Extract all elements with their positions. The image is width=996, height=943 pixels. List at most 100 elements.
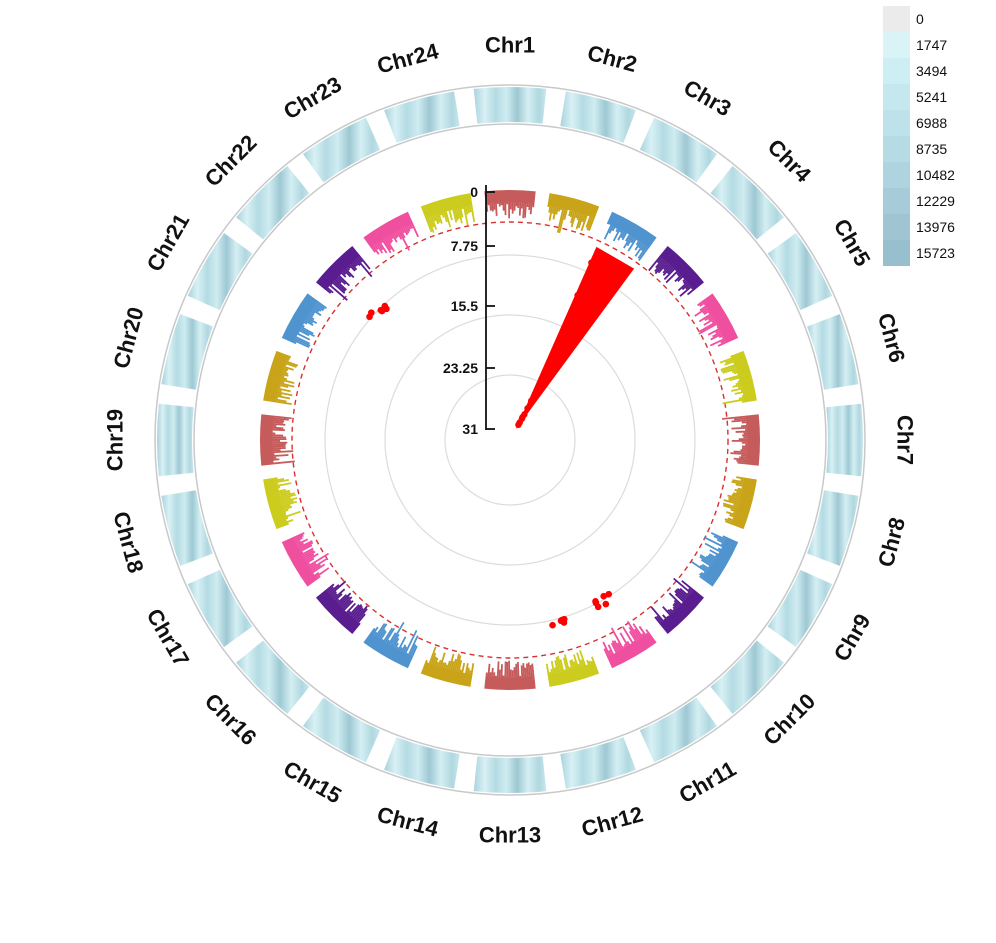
band-spike [271, 430, 273, 433]
band-spike [721, 335, 726, 339]
chromosome-label-chr20: Chr20 [108, 304, 148, 371]
band-spike [720, 363, 737, 371]
band-spike [405, 652, 409, 656]
band-spike [587, 214, 590, 217]
chromosome-label-chr21: Chr21 [142, 209, 195, 276]
band-spike [662, 606, 672, 617]
band-spike [668, 592, 683, 606]
band-base-chr15 [363, 632, 413, 669]
band-spike [410, 222, 419, 238]
band-spike [331, 593, 338, 600]
band-spike [607, 644, 615, 656]
legend-label: 0 [916, 11, 924, 27]
band-spike [529, 202, 533, 215]
band-spike [672, 608, 676, 613]
band-spike [553, 667, 558, 675]
band-spike [511, 201, 514, 214]
band-spike [674, 268, 678, 272]
band-spike [737, 372, 740, 376]
band-spike [444, 210, 452, 228]
band-spike [552, 205, 558, 220]
band-spike [432, 214, 437, 222]
density-segment-chr16 [236, 640, 310, 714]
band-spike [494, 201, 498, 216]
band-spike [328, 580, 347, 597]
band-spike [382, 627, 394, 643]
band-spike [293, 534, 304, 541]
band-spike [312, 573, 315, 576]
band-spike [735, 430, 749, 433]
band-spike [731, 369, 739, 373]
chromosome-label-chr4: Chr4 [763, 134, 817, 188]
band-spike [301, 322, 305, 325]
band-spike [718, 552, 721, 555]
band-spike [444, 664, 448, 670]
band-spike [275, 392, 282, 396]
band-spike [663, 262, 671, 271]
band-spike [741, 454, 749, 457]
chromosome-label-chr10: Chr10 [758, 688, 820, 750]
density-segment-chr20 [161, 314, 213, 390]
band-spike [280, 500, 298, 508]
band-spike [720, 339, 727, 344]
band-spike [280, 372, 289, 377]
band-spike [707, 327, 722, 336]
band-spike [446, 209, 449, 212]
band-spike [746, 423, 749, 426]
band-spike [457, 206, 463, 224]
band-spike [446, 660, 451, 671]
band-spike [283, 513, 287, 517]
band-spike [586, 659, 590, 666]
band-spike [579, 650, 587, 667]
chromosome-label-chr8: Chr8 [873, 515, 910, 570]
band-spike [585, 215, 592, 228]
band-spike [439, 211, 443, 216]
band-spike [547, 204, 550, 208]
band-spike [635, 239, 641, 246]
band-spike [710, 532, 727, 541]
band-spike [271, 447, 286, 450]
sig-point [540, 375, 548, 383]
band-spike [663, 618, 667, 622]
band-spike [577, 663, 581, 669]
band-spike [358, 622, 361, 626]
band-spike [275, 479, 289, 484]
band-spike [300, 547, 314, 556]
density-legend: 0 1747 3494 5241 6988 8735 10482 12229 13976 1572… [883, 6, 955, 266]
band-spike [437, 659, 442, 668]
band-spike [308, 311, 315, 316]
band-spike [271, 424, 277, 428]
band-spike [279, 496, 291, 502]
band-spike [617, 229, 625, 241]
density-segment-chr18 [161, 490, 213, 566]
band-spike [384, 627, 395, 644]
band-spike [281, 505, 293, 511]
density-ring [154, 84, 866, 796]
band-spike [573, 661, 578, 670]
band-spike [724, 520, 734, 526]
band-base-chr7 [746, 414, 760, 466]
band-spike [622, 645, 626, 650]
band-spike [498, 669, 501, 679]
band-spike [573, 654, 579, 669]
band-spike [327, 285, 330, 288]
band-spike [302, 320, 308, 325]
band-base-chr20 [263, 350, 288, 403]
band-spike [708, 315, 715, 321]
chromosome-label-chr2: Chr2 [585, 40, 640, 77]
legend-swatch [883, 136, 910, 162]
band-spike [272, 417, 289, 421]
legend-label: 13976 [916, 219, 955, 235]
band-base-chr17 [281, 537, 318, 587]
band-spike [279, 497, 298, 504]
band-spike [286, 522, 290, 526]
chromosome-label-chr22: Chr22 [200, 130, 262, 192]
band-spike [655, 615, 664, 624]
band-spike [272, 460, 295, 465]
band-spike [271, 434, 284, 437]
band-spike [608, 223, 611, 225]
band-spike [336, 594, 348, 605]
band-base-chr16 [315, 589, 361, 635]
band-spike [655, 257, 665, 269]
band-spike [580, 659, 585, 668]
